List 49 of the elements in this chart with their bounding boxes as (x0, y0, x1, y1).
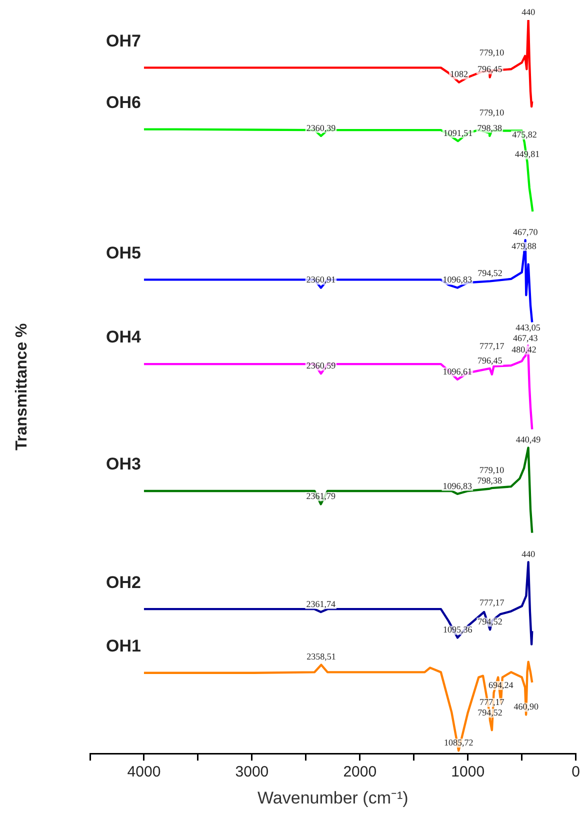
annotation: 443,05 (516, 322, 541, 333)
x-axis-title: Wavenumber (cm⁻¹) (257, 788, 408, 808)
series-label: OH2 (106, 572, 141, 592)
annotation: 779,10 (479, 464, 505, 475)
annotation: 2361,79 (306, 491, 336, 502)
annotation: 440,49 (516, 434, 542, 445)
y-axis-title: Transmittance % (13, 323, 30, 450)
annotation: 796,45 (477, 355, 503, 366)
annotation: 1096,83 (442, 480, 473, 491)
annotation: 2360,91 (306, 274, 336, 285)
x-tick-label: 3000 (235, 764, 269, 781)
annotation: 460,90 (514, 702, 539, 712)
annotation: 1091,51 (443, 128, 473, 138)
x-tick-label: 2000 (343, 764, 377, 781)
annotation: 440 (522, 548, 536, 559)
annotation: 2360,39 (306, 122, 336, 133)
annotation: 467,43 (512, 332, 538, 343)
annotation: 1095,36 (442, 624, 473, 635)
annotation: 794,52 (478, 268, 502, 278)
annotation: 2360,59 (306, 360, 336, 370)
annotation: 779,10 (479, 108, 505, 118)
series-label: OH4 (106, 328, 142, 347)
annotation: 694,24 (488, 680, 514, 690)
series-label: OH3 (106, 454, 141, 474)
annotation: 479,88 (512, 240, 537, 251)
x-tick-label: 1000 (451, 764, 485, 781)
annotation: 2361,74 (306, 598, 336, 609)
annotation: 475,82 (512, 129, 537, 140)
annotation: 449,81 (514, 149, 540, 160)
annotation: 440 (522, 6, 536, 17)
annotation: 798,38 (477, 476, 503, 486)
annotation: 779,10 (479, 47, 505, 58)
annotation: 1096,83 (442, 274, 473, 285)
series-label: OH5 (106, 243, 141, 262)
annotation: 777,17 (480, 341, 505, 352)
annotation: 2358,51 (306, 652, 336, 662)
annotation: 1096,61 (442, 366, 472, 376)
annotation: 1082 (450, 69, 468, 80)
series-label: OH7 (106, 31, 141, 50)
annotation: 798,38 (477, 122, 503, 133)
annotation: 777,17 (480, 598, 505, 608)
series-label: OH1 (106, 636, 141, 656)
series-label: OH6 (106, 92, 141, 112)
annotation: 1085,72 (444, 738, 474, 748)
annotation: 480,42 (512, 344, 536, 354)
x-tick-label: 0 (572, 764, 580, 781)
x-tick-label: 4000 (127, 764, 161, 781)
annotation: 467,70 (512, 226, 538, 237)
annotation: 777,17 (480, 696, 505, 707)
